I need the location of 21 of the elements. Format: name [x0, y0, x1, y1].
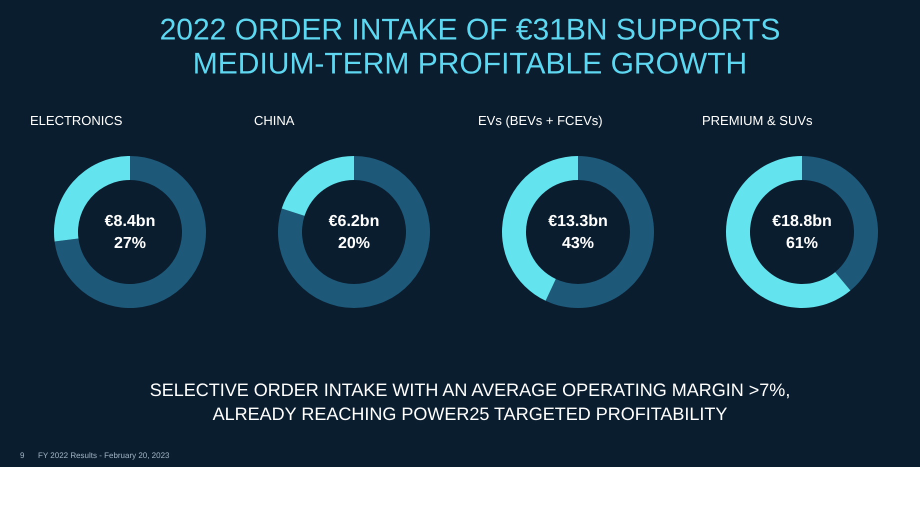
chart-title: PREMIUM & SUVs: [702, 113, 814, 128]
text: 20%: [338, 235, 370, 252]
donut-slice: [546, 156, 654, 308]
text: SELECTIVE ORDER INTAKE WITH AN AVERAGE OPERATING MARGIN >7%, ALREADY REACHING POWER25 TARGETED PROFITABILITY: [150, 380, 790, 424]
text: 27%: [114, 235, 146, 252]
donut-slice: [54, 156, 206, 308]
chart-title: EVs (BEVs + FCEVs): [478, 113, 603, 128]
donut-slice: [278, 156, 430, 308]
text: 43%: [562, 235, 594, 252]
text: 9: [20, 451, 25, 460]
text: 2022 ORDER INTAKE OF €31BN SUPPORTS MEDIUM-TERM PROFITABLE GROWTH: [160, 14, 780, 80]
text: €13.3bn: [548, 213, 608, 230]
donut-slice: [282, 156, 354, 216]
text: 61%: [786, 235, 818, 252]
text: €8.4bn: [104, 213, 156, 230]
text: €18.8bn: [772, 213, 832, 230]
chart-title: CHINA: [254, 113, 295, 128]
donut-slice: [726, 156, 850, 308]
text: €6.2bn: [328, 213, 380, 230]
text: FY 2022 Results - February 20, 2023: [38, 451, 170, 460]
chart-title: ELECTRONICS: [30, 113, 123, 128]
